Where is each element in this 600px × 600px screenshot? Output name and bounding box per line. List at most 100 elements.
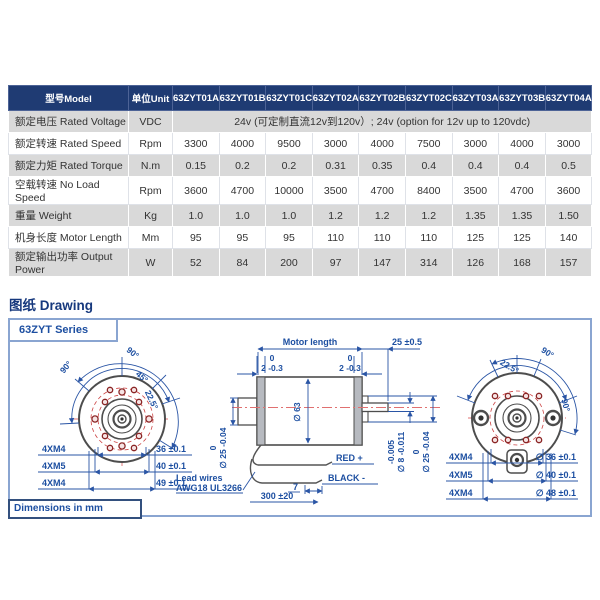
cell: 0.2 — [218, 154, 267, 177]
rear-dim2-value: ∅ 40 ±0.1 — [536, 470, 576, 480]
motor-length-label: Motor length — [283, 337, 338, 347]
col-header-model-4: 63ZYT02A — [311, 85, 360, 111]
row-unit: VDC — [128, 110, 173, 133]
row-unit: Rpm — [128, 176, 173, 205]
cell: 1.50 — [544, 204, 593, 227]
front-dim1-value: 36 ±0.1 — [156, 444, 186, 454]
cell: 4700 — [498, 176, 546, 205]
cell: 1.2 — [311, 204, 360, 227]
row-label: 空载转速 No Load Speed — [8, 176, 129, 205]
row-no-load-speed: 空载转速 No Load Speed Rpm 3600 4700 10000 3… — [8, 176, 593, 205]
row-output-power: 额定输出功率 Output Power W 52 84 200 97 147 3… — [8, 248, 593, 277]
wire-dim-300: 300 ±20 — [261, 491, 293, 501]
cell: 4000 — [358, 132, 406, 155]
right-boss-dim: 0 ∅ 25 -0.04 — [411, 431, 431, 472]
rear-dim1-value: ∅ 36 ±0.1 — [536, 452, 576, 462]
col-header-model-9: 63ZYT04A — [544, 85, 593, 111]
cell: 110 — [358, 226, 406, 249]
cell: 3000 — [544, 132, 593, 155]
row-label: 额定电压 Rated Voltage — [8, 110, 129, 133]
table-header-row: 型号Model 单位Unit 63ZYT01A 63ZYT01B 63ZYT01… — [8, 85, 593, 111]
cell: 0.4 — [451, 154, 500, 177]
row-rated-speed: 额定转速 Rated Speed Rpm 3300 4000 9500 3000… — [8, 132, 593, 155]
cap-tol-top-right: 0 — [348, 353, 353, 363]
cap-tol-top-left: 0 — [270, 353, 275, 363]
cell: 147 — [358, 248, 406, 277]
cell: 9500 — [265, 132, 313, 155]
spec-table: 型号Model 单位Unit 63ZYT01A 63ZYT01B 63ZYT01… — [8, 85, 593, 277]
cell: 140 — [544, 226, 593, 249]
col-header-model-5: 63ZYT02B — [358, 85, 406, 111]
cell: 3000 — [311, 132, 360, 155]
cell: 314 — [404, 248, 453, 277]
cell: 1.35 — [451, 204, 500, 227]
front-angle-left: 90° — [58, 358, 74, 375]
lead-wires-label-2: AWG18 UL3266 — [176, 483, 242, 493]
cell: 157 — [544, 248, 593, 277]
row-label: 额定力矩 Rated Torque — [8, 154, 129, 177]
series-tab: 63ZYT Series — [8, 318, 118, 342]
cell: 1.0 — [265, 204, 313, 227]
rear-dim3-label: 4XM4 — [449, 488, 473, 498]
shaft-length-label: 25 ±0.5 — [392, 337, 422, 347]
cell: 1.0 — [172, 204, 220, 227]
cap-tol-right: 2 -0.3 — [339, 363, 361, 373]
cell: 4000 — [498, 132, 546, 155]
cell: 10000 — [265, 176, 313, 205]
cell: 0.4 — [404, 154, 453, 177]
cell: 125 — [498, 226, 546, 249]
cell: 3500 — [451, 176, 500, 205]
cap-tol-left: 2 -0.3 — [261, 363, 283, 373]
cell: 3500 — [311, 176, 360, 205]
col-header-model-1: 63ZYT01A — [172, 85, 220, 111]
rear-angle-top: 90° — [540, 345, 557, 361]
side-view: Motor length 25 ±0.5 0 2 -0.3 0 2 -0.3 ∅… — [176, 337, 442, 505]
front-view: 90° 90° 45° 22.5° 4XM4 36 ±0.1 4XM5 40 ±… — [38, 345, 192, 492]
right-boss-tol-top: 0 — [411, 449, 421, 454]
red-wire-label: RED + — [336, 453, 363, 463]
col-header-unit: 单位Unit — [128, 85, 173, 111]
cell: 4000 — [218, 132, 267, 155]
row-rated-voltage: 额定电压 Rated Voltage VDC 24v (可定制直流12v到120… — [8, 110, 593, 133]
left-boss-dim: 0 ∅ 25 -0.04 — [208, 427, 228, 468]
front-dim2-value: 40 ±0.1 — [156, 461, 186, 471]
cell: 110 — [311, 226, 360, 249]
cell: 3600 — [544, 176, 593, 205]
front-dim2-label: 4XM5 — [42, 461, 66, 471]
col-header-model: 型号Model — [8, 85, 129, 111]
front-angle-top: 90° — [125, 345, 142, 361]
left-boss-tol-top: 0 — [208, 445, 218, 450]
drawing-section-title: 图纸 Drawing — [9, 298, 94, 313]
lead-wires-label-1: Lead wires — [176, 473, 223, 483]
rear-view: 90° 22.5° 90° 4XM4 ∅ 36 ±0.1 4XM5 ∅ 40 ±… — [446, 345, 579, 502]
rear-dim3-value: ∅ 48 ±0.1 — [536, 488, 576, 498]
voltage-merged-cell: 24v (可定制直流12v到120v）; 24v (option for 12v… — [171, 110, 593, 133]
wire-dim-7: 7 — [293, 482, 298, 492]
cell: 1.0 — [218, 204, 267, 227]
cell: 0.35 — [358, 154, 406, 177]
row-rated-torque: 额定力矩 Rated Torque N.m 0.15 0.2 0.2 0.31 … — [8, 154, 593, 177]
front-dim3-value: 49 ±0.1 — [156, 478, 186, 488]
col-header-model-8: 63ZYT03B — [498, 85, 546, 111]
col-header-model-3: 63ZYT01C — [265, 85, 313, 111]
technical-drawing: 90° 90° 45° 22.5° 4XM4 36 ±0.1 4XM5 40 ±… — [38, 337, 579, 505]
black-wire-label: BLACK - — [328, 473, 365, 483]
rear-dim1-label: 4XM4 — [449, 452, 473, 462]
cell: 0.5 — [544, 154, 593, 177]
col-header-model-7: 63ZYT03A — [451, 85, 500, 111]
cell: 1.2 — [404, 204, 453, 227]
left-boss-dia: ∅ 25 -0.04 — [218, 427, 228, 468]
cell: 97 — [311, 248, 360, 277]
cell: 4700 — [218, 176, 267, 205]
row-motor-length: 机身长度 Motor Length Mm 95 95 95 110 110 11… — [8, 226, 593, 249]
cell: 84 — [218, 248, 267, 277]
cell: 110 — [404, 226, 453, 249]
front-dim1-label: 4XM4 — [42, 444, 66, 454]
col-header-model-6: 63ZYT02C — [404, 85, 453, 111]
shaft-dia: ∅ 8 -0.011 — [396, 431, 406, 472]
dimensions-note: Dimensions in mm — [8, 499, 142, 519]
row-label: 重量 Weight — [8, 204, 129, 227]
cell: 1.2 — [358, 204, 406, 227]
cell: 52 — [172, 248, 220, 277]
